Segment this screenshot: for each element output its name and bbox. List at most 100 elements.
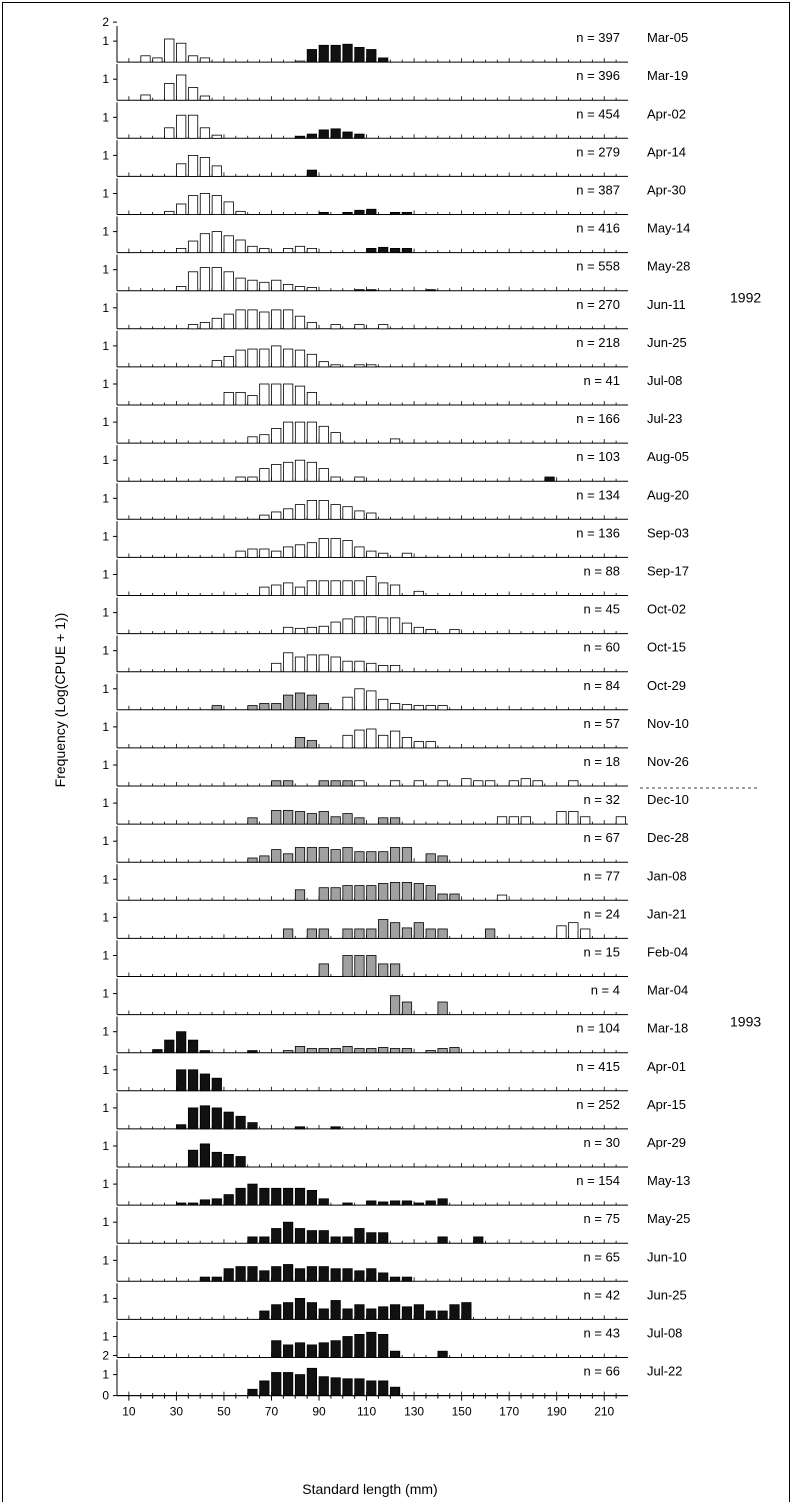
bar — [342, 1308, 353, 1320]
bar — [306, 421, 317, 444]
bar — [437, 1048, 448, 1054]
bar — [378, 883, 389, 901]
bar — [342, 780, 353, 787]
bar — [294, 586, 306, 596]
bar — [354, 1334, 365, 1358]
bar — [354, 364, 365, 368]
y-tick-label: 1 — [102, 1025, 109, 1039]
sample-size-label: n = 67 — [583, 830, 620, 845]
panel-aug-05: 1 n = 103 Aug-05 — [102, 445, 689, 482]
bar — [271, 345, 282, 368]
bar — [318, 703, 329, 711]
bar — [294, 1268, 306, 1282]
bar — [283, 1264, 294, 1282]
bar — [520, 816, 531, 825]
bar — [235, 1156, 246, 1168]
bar — [354, 780, 365, 787]
bar — [235, 349, 246, 368]
bar — [294, 1187, 306, 1206]
bar — [496, 894, 508, 901]
sample-size-label: n = 77 — [583, 868, 620, 883]
bar — [283, 1050, 294, 1054]
sample-size-label: n = 66 — [583, 1364, 620, 1379]
y-tick-label: 1 — [102, 34, 109, 48]
bar — [378, 919, 389, 939]
bar — [306, 1302, 317, 1320]
bar — [223, 1194, 234, 1206]
y-tick-label: 1 — [102, 1253, 109, 1267]
sample-size-label: n = 454 — [576, 106, 620, 121]
panel-apr-14: 1 n = 279 Apr-14 — [102, 140, 686, 177]
bar — [211, 1107, 222, 1130]
bar — [437, 1350, 448, 1358]
x-tick-label: 30 — [170, 1405, 184, 1419]
bar — [342, 618, 353, 635]
bar — [366, 1268, 377, 1282]
y-tick-label: 2 — [102, 1349, 109, 1363]
x-tick-label: 190 — [547, 1405, 567, 1419]
sample-size-label: n = 279 — [576, 144, 620, 159]
date-label: Jul-23 — [647, 411, 682, 426]
bar — [306, 542, 317, 558]
bar — [294, 504, 306, 520]
bar — [318, 361, 329, 368]
y-tick-label: 1 — [102, 987, 109, 1001]
bar — [342, 131, 353, 139]
bar — [199, 1276, 211, 1282]
date-label: Dec-28 — [647, 830, 689, 845]
bar — [342, 43, 353, 63]
year-label: 1992 — [730, 290, 761, 306]
bar — [354, 580, 365, 596]
sample-size-label: n = 42 — [583, 1287, 620, 1302]
bar — [437, 780, 448, 787]
bar — [271, 1228, 282, 1244]
bar — [389, 1304, 401, 1320]
y-tick-label: 1 — [102, 682, 109, 696]
bar — [401, 1306, 413, 1320]
bar — [330, 656, 341, 673]
bar — [164, 38, 175, 63]
bar — [247, 1388, 258, 1397]
bar — [330, 1300, 341, 1320]
bar — [306, 461, 317, 482]
bar — [318, 1048, 329, 1054]
bar — [187, 195, 199, 215]
bar — [366, 1331, 377, 1358]
bar — [318, 654, 329, 673]
sample-size-label: n = 75 — [583, 1211, 620, 1226]
bar — [306, 49, 317, 63]
bar — [283, 694, 294, 711]
bar — [330, 1126, 341, 1130]
date-label: Apr-30 — [647, 183, 686, 198]
bar — [378, 617, 389, 634]
bar — [342, 1378, 353, 1397]
bar — [401, 704, 413, 711]
date-label: Apr-29 — [647, 1135, 686, 1150]
date-label: Sep-17 — [647, 564, 689, 579]
bar — [342, 1268, 353, 1282]
date-label: Oct-29 — [647, 678, 686, 693]
bar — [306, 322, 317, 330]
bar — [389, 817, 401, 825]
bar — [437, 1001, 448, 1016]
y-tick-label: 1 — [102, 796, 109, 810]
bar — [294, 627, 306, 634]
bar — [294, 1228, 306, 1244]
bar — [283, 810, 294, 825]
bar — [425, 705, 436, 711]
panel-may-13: 1 n = 154 May-13 — [102, 1169, 690, 1206]
bar — [437, 928, 448, 939]
bar — [318, 928, 329, 939]
bar — [294, 692, 306, 711]
bar — [211, 360, 222, 368]
bar — [318, 1230, 329, 1244]
bar — [318, 887, 329, 901]
bar — [271, 1187, 282, 1206]
bar — [389, 1200, 401, 1206]
bar — [366, 1380, 377, 1397]
bar — [366, 616, 377, 634]
date-label: Mar-19 — [647, 68, 688, 83]
bar — [330, 1340, 341, 1358]
bar — [330, 538, 341, 558]
